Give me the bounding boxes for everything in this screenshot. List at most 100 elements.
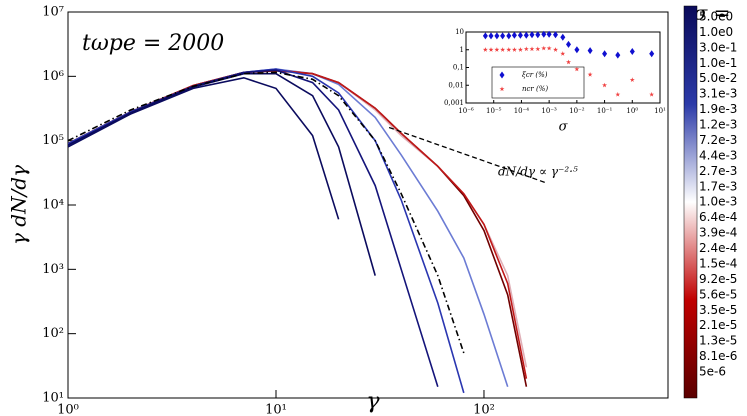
- colorbar-label: 3.9e-4: [699, 226, 737, 240]
- colorbar-label: 6.4e-4: [699, 210, 737, 224]
- colorbar: [683, 5, 698, 399]
- star-marker: [523, 46, 529, 52]
- inset-x-label: σ: [559, 120, 569, 135]
- star-marker: [500, 47, 506, 52]
- star-marker: [535, 46, 541, 52]
- colorbar-label: 1.5e-4: [699, 256, 737, 270]
- diamond-marker: [511, 31, 517, 39]
- diamond-marker: [523, 31, 529, 39]
- star-marker: [494, 47, 500, 52]
- y-tick-label: 10⁶: [42, 69, 64, 84]
- x-tick-label: 10²: [473, 403, 495, 416]
- colorbar-label: 2.1e-5: [699, 318, 737, 332]
- colorbar-label: 2.7e-3: [699, 164, 737, 178]
- star-marker: [506, 47, 512, 52]
- diamond-marker: [649, 50, 655, 58]
- colorbar-label: 8.1e-6: [699, 349, 737, 363]
- x-tick-label: 10¹: [265, 403, 287, 416]
- y-tick-label: 10⁷: [42, 5, 64, 20]
- star-marker: [560, 51, 566, 56]
- colorbar-label: 1.2e-3: [699, 118, 737, 132]
- colorbar-label: 1.0e-3: [699, 195, 737, 209]
- annotation: tωpe = 2000: [82, 31, 224, 56]
- colorbar-label: 1.0e0: [699, 25, 733, 39]
- colorbar-label: 4.4e-3: [699, 148, 737, 162]
- colorbar-label: 3.5e-5: [699, 303, 737, 317]
- y-axis-label: γ dN/dγ: [7, 165, 31, 245]
- diamond-marker: [546, 30, 552, 38]
- diamond-marker: [500, 32, 506, 40]
- star-marker: [629, 77, 635, 82]
- diamond-marker: [615, 51, 621, 59]
- star-marker: [546, 45, 552, 51]
- diamond-marker: [529, 31, 535, 39]
- inset-legend: [491, 66, 585, 99]
- inset-x-tick-label: 10⁻⁶: [458, 107, 474, 115]
- star-marker: [566, 59, 571, 65]
- colorbar-label: 1.3e-5: [699, 334, 737, 348]
- inset-x-tick-label: 10¹: [654, 107, 666, 115]
- series-line: [68, 76, 340, 220]
- diamond-marker: [517, 31, 523, 39]
- star-marker: [512, 47, 517, 52]
- colorbar-label: 1.0e-1: [699, 56, 737, 70]
- inset-y-tick-label: 1: [460, 46, 464, 54]
- y-tick-label: 10⁴: [42, 198, 64, 213]
- star-marker: [541, 45, 547, 51]
- star-marker: [518, 47, 523, 52]
- diamond-marker: [506, 32, 512, 40]
- diamond-marker: [499, 71, 505, 79]
- inset-x-tick-label: 10⁻⁴: [514, 107, 530, 115]
- legend-label: ξcr (%): [522, 71, 548, 79]
- series-line: [68, 68, 509, 387]
- diamond-marker: [560, 33, 566, 41]
- diamond-marker: [629, 48, 635, 55]
- diamond-marker: [541, 30, 547, 38]
- colorbar-label: 5.6e-5: [699, 287, 737, 301]
- star-marker: [529, 46, 535, 52]
- star-marker: [574, 66, 580, 72]
- diamond-marker: [587, 47, 593, 55]
- series-line: [68, 72, 376, 276]
- inset-y-tick-label: 0,1: [453, 64, 464, 72]
- colorbar-label: 5.0e0: [699, 10, 733, 24]
- star-marker: [482, 47, 488, 52]
- colorbar-label: 1.7e-3: [699, 179, 737, 193]
- colorbar-title: σ =: [694, 1, 731, 25]
- inset-x-tick-label: 10⁰: [626, 107, 638, 115]
- inset-x-tick-label: 10⁻⁵: [486, 107, 502, 115]
- colorbar-label: 3.0e-1: [699, 40, 737, 54]
- colorbar-label: 7.2e-3: [699, 133, 737, 147]
- star-marker: [499, 86, 505, 92]
- inset-y-tick-label: 0,001: [444, 99, 464, 107]
- diamond-marker: [488, 32, 494, 40]
- y-tick-label: 10¹: [42, 391, 64, 406]
- star-marker: [602, 82, 607, 88]
- star-marker: [649, 91, 655, 97]
- colorbar-label: 3.1e-3: [699, 87, 737, 101]
- x-tick-label: 10⁰: [57, 403, 79, 416]
- inset-y-tick-label: 0,01: [448, 81, 464, 89]
- power-law-label: dN/dγ ∝ γ⁻²·⁵: [498, 165, 578, 179]
- star-marker: [553, 47, 558, 52]
- series-line: [68, 68, 465, 394]
- diamond-marker: [482, 32, 488, 40]
- star-marker: [587, 72, 593, 77]
- colorbar-label: 2.4e-4: [699, 241, 737, 255]
- y-tick-label: 10²: [42, 326, 64, 341]
- diamond-marker: [553, 31, 558, 39]
- series-line: [68, 71, 465, 354]
- y-tick-label: 10⁵: [42, 133, 64, 148]
- diamond-marker: [494, 32, 500, 40]
- legend-label: ncr (%): [522, 85, 548, 93]
- inset-x-tick-label: 10⁻²: [569, 107, 585, 115]
- colorbar-label: 5e-6: [699, 365, 726, 379]
- star-marker: [615, 91, 621, 97]
- x-axis-label: γ: [366, 389, 380, 414]
- y-tick-label: 10³: [42, 262, 64, 277]
- series-line: [68, 69, 528, 387]
- diamond-marker: [566, 40, 571, 48]
- inset-x-tick-label: 10⁻³: [541, 107, 557, 115]
- inset-x-tick-label: 10⁻¹: [597, 107, 613, 115]
